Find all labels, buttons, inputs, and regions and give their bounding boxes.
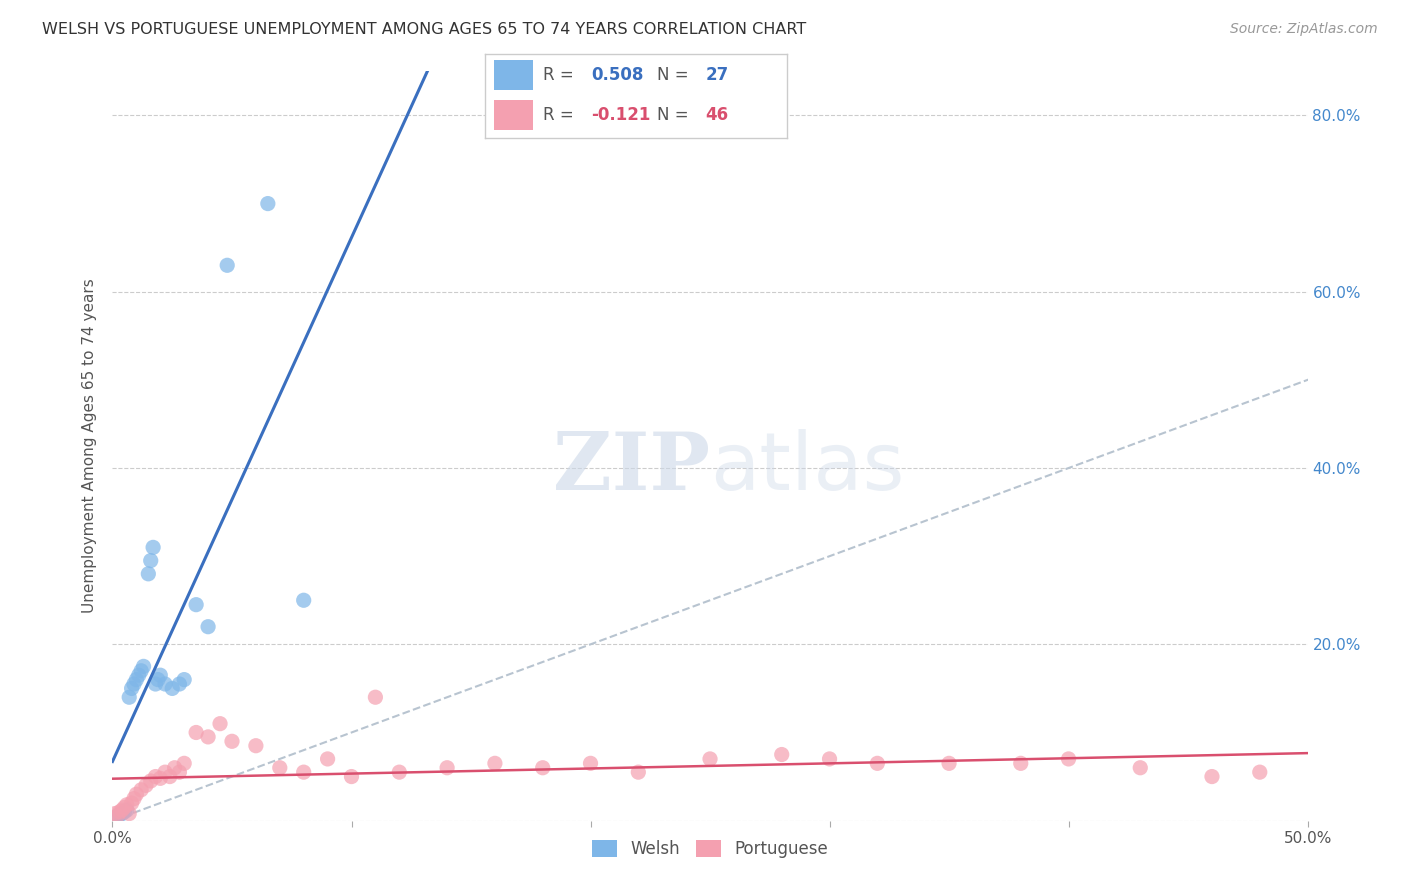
Point	[186, 598, 208, 612]
Bar	[494, 100, 533, 130]
Point	[122, 677, 145, 691]
Point	[1249, 765, 1271, 780]
Point	[125, 787, 148, 801]
Point	[104, 806, 127, 821]
Point	[153, 765, 176, 780]
Point	[245, 739, 267, 753]
Point	[579, 756, 602, 771]
Text: atlas: atlas	[710, 429, 904, 508]
Point	[139, 774, 162, 789]
Point	[938, 756, 960, 771]
Point	[269, 761, 291, 775]
Bar	[494, 61, 533, 90]
Point	[316, 752, 339, 766]
Point	[115, 797, 138, 812]
Point	[699, 752, 721, 766]
Point	[257, 196, 280, 211]
Point	[197, 620, 219, 634]
Text: N =: N =	[658, 66, 695, 84]
Point	[162, 681, 183, 696]
Point	[115, 803, 138, 817]
Point	[169, 765, 191, 780]
Point	[105, 809, 128, 823]
Point	[1010, 756, 1032, 771]
Point	[866, 756, 889, 771]
Point	[128, 668, 150, 682]
Point	[108, 807, 131, 822]
Point	[121, 681, 143, 696]
Point	[105, 809, 128, 823]
Point	[159, 770, 181, 784]
Point	[139, 553, 162, 567]
Point	[173, 756, 195, 771]
Point	[153, 677, 176, 691]
Text: 27: 27	[706, 66, 728, 84]
Point	[138, 566, 160, 581]
Point	[135, 778, 157, 792]
Point	[1057, 752, 1080, 766]
Point	[364, 690, 387, 705]
Point	[436, 761, 458, 775]
Point	[627, 765, 650, 780]
Point	[114, 800, 135, 814]
Point	[122, 791, 145, 805]
Point	[221, 734, 243, 748]
Point	[217, 258, 239, 272]
Y-axis label: Unemployment Among Ages 65 to 74 years: Unemployment Among Ages 65 to 74 years	[82, 278, 97, 614]
Point	[186, 725, 208, 739]
Point	[114, 805, 135, 819]
Point	[818, 752, 841, 766]
Point	[129, 664, 152, 678]
Text: -0.121: -0.121	[591, 106, 650, 124]
Point	[163, 761, 186, 775]
Point	[209, 716, 232, 731]
Point	[111, 806, 134, 821]
Point	[132, 659, 155, 673]
Point	[145, 770, 167, 784]
Text: WELSH VS PORTUGUESE UNEMPLOYMENT AMONG AGES 65 TO 74 YEARS CORRELATION CHART: WELSH VS PORTUGUESE UNEMPLOYMENT AMONG A…	[42, 22, 807, 37]
Point	[129, 782, 152, 797]
Point	[146, 673, 169, 687]
Point	[145, 677, 167, 691]
Legend: Welsh, Portuguese: Welsh, Portuguese	[585, 833, 835, 864]
Point	[197, 730, 219, 744]
Text: 46: 46	[706, 106, 728, 124]
Point	[292, 765, 315, 780]
Point	[340, 770, 363, 784]
Point	[142, 541, 165, 555]
Text: Source: ZipAtlas.com: Source: ZipAtlas.com	[1230, 22, 1378, 37]
Point	[108, 805, 131, 819]
Text: 0.508: 0.508	[591, 66, 644, 84]
Point	[484, 756, 506, 771]
Point	[121, 796, 143, 810]
Point	[388, 765, 411, 780]
Point	[118, 690, 141, 705]
Point	[111, 803, 134, 817]
Point	[770, 747, 793, 762]
Point	[292, 593, 315, 607]
Point	[531, 761, 554, 775]
Point	[1201, 770, 1223, 784]
Point	[149, 668, 172, 682]
Text: R =: R =	[543, 106, 578, 124]
Point	[173, 673, 195, 687]
Point	[118, 806, 141, 821]
Point	[169, 677, 191, 691]
Text: R =: R =	[543, 66, 578, 84]
Text: ZIP: ZIP	[553, 429, 710, 508]
Point	[125, 673, 148, 687]
Point	[1129, 761, 1152, 775]
Text: N =: N =	[658, 106, 695, 124]
Point	[149, 772, 172, 786]
